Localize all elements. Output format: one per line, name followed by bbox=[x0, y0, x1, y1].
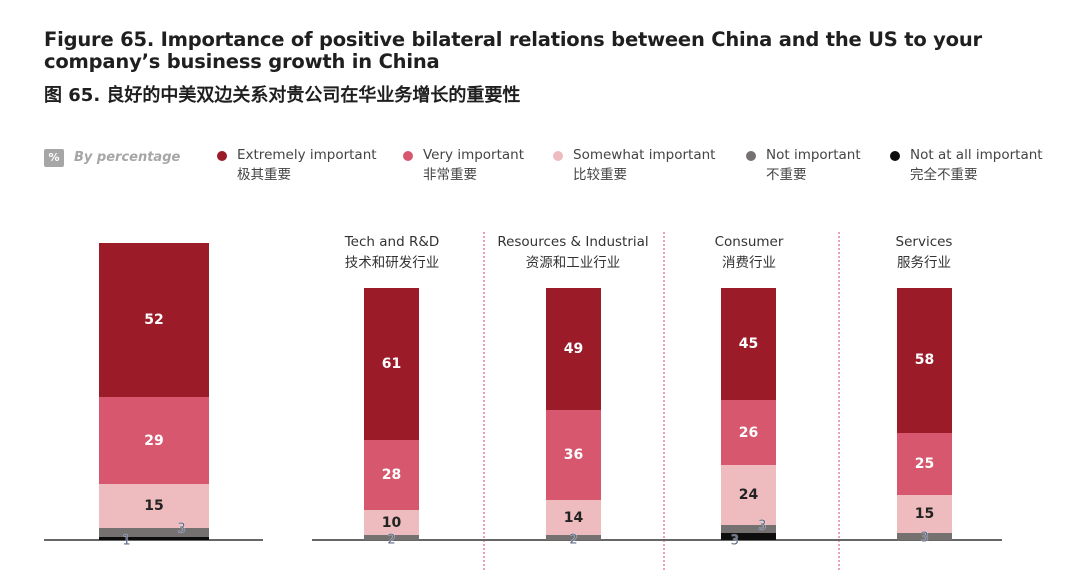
legend-dot-icon bbox=[890, 151, 900, 161]
legend-label: Extremely important bbox=[237, 147, 377, 163]
bar-segment-somewhat-important bbox=[99, 483, 209, 529]
category-label-resources: Resources & Industrial 资源和工业行业 bbox=[488, 232, 658, 274]
data-label-not-important: 3 bbox=[177, 521, 186, 537]
data-label-very-important: 29 bbox=[144, 432, 164, 449]
data-label-very-important: 26 bbox=[738, 424, 759, 441]
bar-segment-not-important bbox=[721, 525, 776, 533]
category-label-tech: Tech and R&D 技术和研发行业 bbox=[307, 232, 477, 274]
bar-segment-very-important bbox=[364, 440, 419, 510]
data-label-not-important: 3 bbox=[758, 518, 767, 534]
bar-segment-not-important bbox=[364, 535, 419, 540]
bar-segment-extremely-important bbox=[546, 287, 601, 410]
data-label-very-important: 36 bbox=[563, 447, 584, 463]
category-label-zh: 消费行业 bbox=[722, 255, 776, 271]
divider bbox=[838, 232, 840, 570]
category-label-zh: 资源和工业行业 bbox=[525, 255, 621, 271]
baseline-industries bbox=[312, 539, 1002, 541]
bar-segment-extremely-important bbox=[897, 287, 952, 433]
bar-segment-somewhat-important bbox=[897, 495, 952, 533]
bar-segment-not-important bbox=[897, 532, 952, 540]
bar-segment-not-important bbox=[546, 535, 601, 540]
bar-segment-somewhat-important bbox=[546, 500, 601, 535]
data-label-not-important: 3 bbox=[920, 530, 929, 546]
bar-segment-extremely-important bbox=[99, 243, 209, 398]
legend-label-zh: 极其重要 bbox=[237, 167, 291, 183]
legend-label-zh: 不重要 bbox=[766, 167, 807, 183]
bar-segment-not-at-all-important bbox=[721, 532, 776, 540]
divider bbox=[483, 232, 485, 570]
legend-label: Somewhat important bbox=[573, 147, 716, 163]
data-label-extremely-important: 58 bbox=[914, 352, 935, 368]
data-label-somewhat-important: 24 bbox=[738, 487, 759, 503]
data-label-not-at-all-important: 3 bbox=[730, 533, 739, 549]
chart-title: Figure 65. Importance of positive bilate… bbox=[44, 28, 982, 73]
data-label-not-at-all-important: 1 bbox=[122, 533, 131, 549]
legend-dot-icon bbox=[217, 151, 227, 161]
legend-dot-icon bbox=[403, 151, 413, 161]
category-label-zh: 技术和研发行业 bbox=[344, 255, 440, 271]
legend-dot-icon bbox=[553, 151, 563, 161]
legend-label: Not at all important bbox=[910, 147, 1043, 163]
bar-segment-not-at-all-important bbox=[99, 537, 209, 540]
category-label-en: Tech and R&D bbox=[344, 234, 440, 250]
bar-segment-somewhat-important bbox=[721, 465, 776, 525]
data-label-very-important: 25 bbox=[914, 455, 935, 472]
bar-segment-very-important bbox=[546, 410, 601, 500]
data-label-somewhat-important: 15 bbox=[144, 497, 164, 514]
category-label-services: Services 服务行业 bbox=[839, 232, 1009, 274]
legend-label-zh: 比较重要 bbox=[573, 167, 627, 183]
legend-label-zh: 非常重要 bbox=[423, 167, 477, 183]
category-label-consumer: Consumer 消费行业 bbox=[664, 232, 834, 274]
data-label-extremely-important: 49 bbox=[563, 340, 584, 357]
bar-segment-very-important bbox=[721, 400, 776, 465]
category-label-zh: 服务行业 bbox=[897, 255, 951, 271]
bar-segment-extremely-important bbox=[364, 287, 419, 440]
bar-segment-very-important bbox=[99, 397, 209, 484]
legend-dot-icon bbox=[746, 151, 756, 161]
legend-label: Not important bbox=[766, 147, 861, 163]
legend-label-zh: 完全不重要 bbox=[910, 167, 978, 183]
category-label-en: Consumer bbox=[714, 234, 784, 250]
data-label-somewhat-important: 15 bbox=[914, 505, 935, 522]
divider bbox=[663, 232, 665, 570]
bar-segment-not-important bbox=[99, 528, 209, 538]
data-label-extremely-important: 45 bbox=[738, 335, 759, 352]
bar-segment-extremely-important bbox=[721, 287, 776, 400]
category-label-en: Services bbox=[895, 234, 953, 250]
legend: % By percentage Extremely important 极其重要… bbox=[44, 146, 1054, 190]
bar-segment-somewhat-important bbox=[364, 510, 419, 535]
category-label-en: Resources & Industrial bbox=[497, 234, 649, 250]
data-label-extremely-important: 61 bbox=[381, 355, 402, 372]
unit-label: By percentage bbox=[74, 150, 181, 165]
chart-title-zh: 图 65. 良好的中美双边关系对贵公司在华业务增长的重要性 bbox=[44, 85, 521, 106]
data-label-not-important: 2 bbox=[569, 532, 578, 547]
legend-label: Very important bbox=[423, 147, 525, 163]
percent-icon: % bbox=[44, 149, 64, 167]
data-label-somewhat-important: 14 bbox=[563, 509, 584, 526]
data-label-somewhat-important: 10 bbox=[381, 514, 402, 531]
bar-segment-very-important bbox=[897, 432, 952, 495]
data-label-not-important: 2 bbox=[387, 532, 396, 547]
data-label-very-important: 28 bbox=[381, 467, 402, 483]
data-label-extremely-important: 52 bbox=[144, 312, 164, 329]
baseline-overall bbox=[44, 539, 263, 541]
